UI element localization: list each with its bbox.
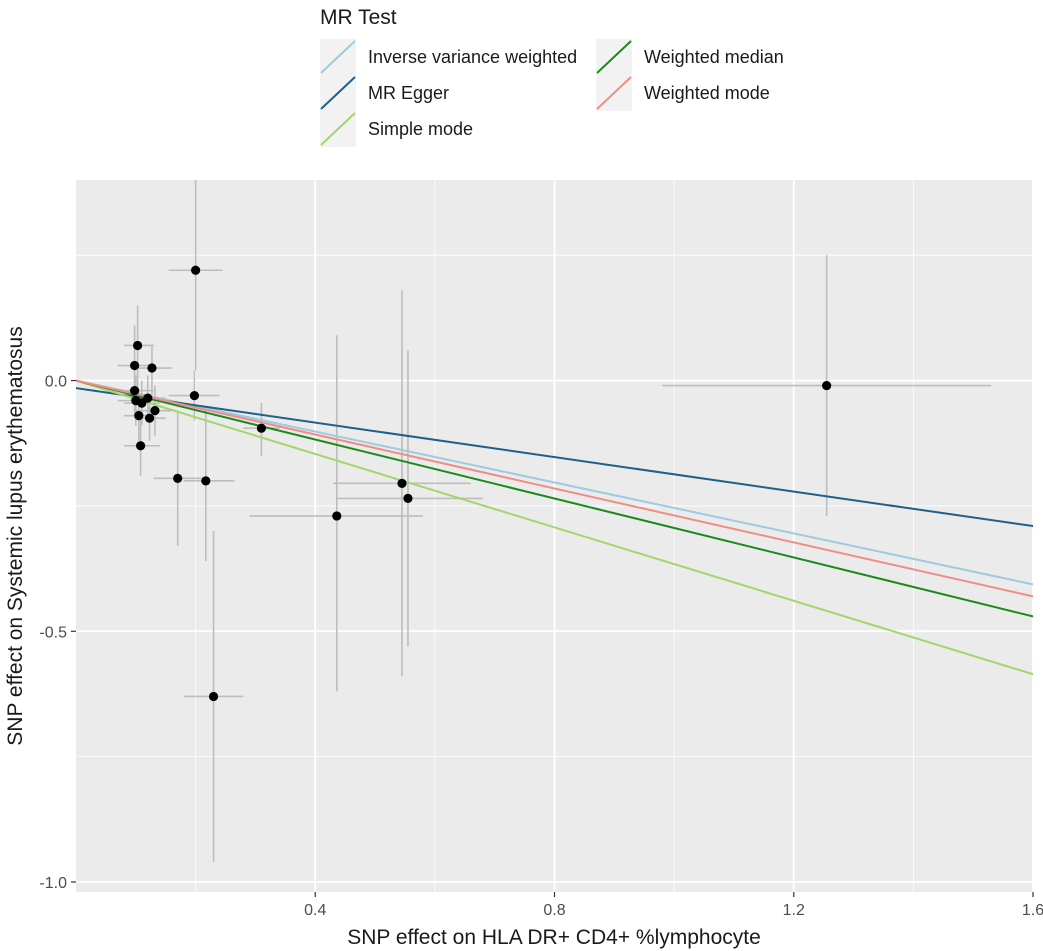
grid-major xyxy=(76,180,1034,892)
legend-label-simple-mode: Simple mode xyxy=(368,119,473,139)
data-point xyxy=(133,340,143,351)
data-point xyxy=(191,265,201,275)
legend-swatch-weighted-median xyxy=(596,40,632,74)
legend-title: MR Test xyxy=(320,6,397,29)
x-tick-label: 0.4 xyxy=(304,902,326,919)
data-point xyxy=(147,363,157,373)
data-point xyxy=(208,691,219,702)
data-point xyxy=(397,478,407,488)
data-point xyxy=(150,406,160,416)
legend-swatch-simple-mode xyxy=(320,112,356,146)
data-point xyxy=(144,413,155,423)
data-point xyxy=(403,493,413,503)
legend-label-mr-egger: MR Egger xyxy=(368,83,449,103)
legend-swatch-inverse-variance-weighted xyxy=(320,40,356,74)
y-axis: 0.0 -0.5 -1.0 xyxy=(39,374,76,892)
mr-line-weighted-median xyxy=(76,379,1033,618)
y-tick-label: 0.0 xyxy=(45,374,67,391)
legend-label-weighted-median: Weighted median xyxy=(644,47,784,67)
legend-label-inverse-variance-weighted: Inverse variance weighted xyxy=(368,47,577,67)
data-point xyxy=(135,441,146,451)
data-point xyxy=(130,385,140,396)
data-points xyxy=(130,265,832,702)
legend-swatch-mr-egger xyxy=(320,76,356,110)
legend: MR Test Inverse variance weighted MR Egge… xyxy=(320,6,784,147)
data-point xyxy=(173,473,183,483)
x-tick-label: 1.2 xyxy=(783,902,805,919)
mr-lines xyxy=(76,379,1033,676)
mr-line-simple-mode xyxy=(76,379,1033,676)
mr-line-inverse-variance-weighted xyxy=(76,379,1033,586)
data-point xyxy=(201,476,211,486)
data-point xyxy=(332,511,342,521)
legend-label-weighted-mode: Weighted mode xyxy=(644,83,770,103)
y-tick-label: -0.5 xyxy=(39,624,67,641)
data-point xyxy=(822,380,832,391)
data-point xyxy=(134,411,144,421)
data-point xyxy=(137,398,147,408)
mr-line-mr-egger xyxy=(76,387,1033,528)
data-point xyxy=(256,423,267,433)
x-axis-title: SNP effect on HLA DR+ CD4+ %lymphocyte xyxy=(347,926,761,949)
x-axis: 0.4 0.8 1.2 1.6 xyxy=(304,892,1043,919)
legend-swatch-weighted-mode xyxy=(596,76,632,110)
x-tick-label: 1.6 xyxy=(1022,902,1043,919)
x-tick-label: 0.8 xyxy=(543,902,565,919)
mr-line-weighted-mode xyxy=(76,379,1033,598)
data-point xyxy=(189,391,200,401)
y-tick-label: -1.0 xyxy=(39,875,67,892)
data-point xyxy=(130,360,140,371)
y-axis-title: SNP effect on Systemic lupus erythematos… xyxy=(4,326,27,745)
